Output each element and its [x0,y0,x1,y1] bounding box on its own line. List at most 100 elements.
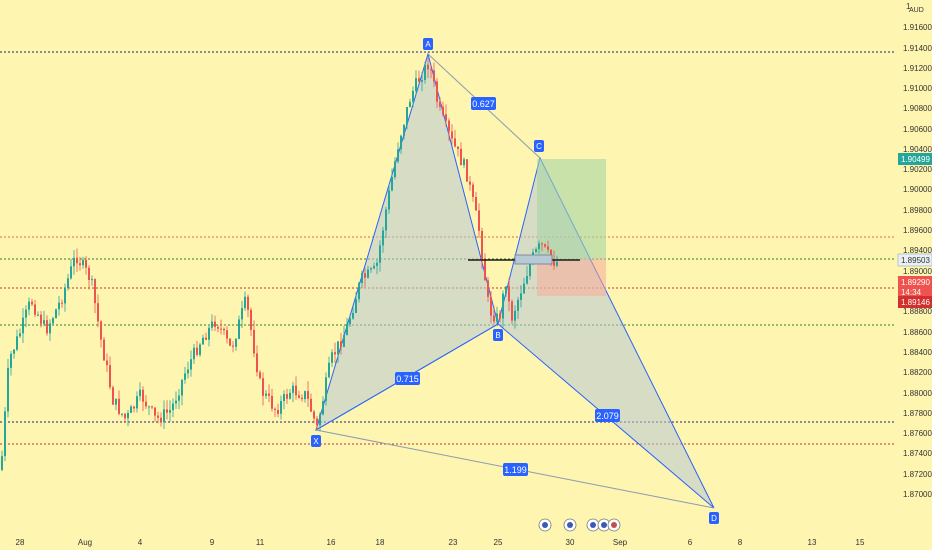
candle-body [43,320,45,324]
candle-body [415,78,417,91]
candle-body [283,394,285,402]
candle-body [223,328,225,331]
countdown-timer: 14:34 [901,288,922,297]
x-tick-label: Aug [78,538,92,547]
candle-body [361,273,363,284]
candle-body [61,302,63,304]
candle-body [220,328,222,330]
candle-body [478,210,480,231]
x-tick-label: 15 [856,538,865,547]
candle-body [553,260,555,266]
candle-body [343,334,345,347]
candle-body [208,327,210,340]
candle-body [337,341,339,355]
candle-body [151,406,153,408]
harmonic-pattern[interactable] [315,52,715,509]
y-tick-label: 1.91200 [903,64,932,73]
candle-body [199,344,201,355]
candle-body [250,309,252,330]
candle-body [400,135,402,150]
candlestick-series [1,57,558,472]
price-badge-current: 1.89503 [897,253,932,267]
y-tick-label: 1.89600 [903,226,932,235]
candle-body [229,338,231,346]
candle-body [520,293,522,300]
candle-body [184,373,186,380]
candle-body [472,184,474,197]
candle-body [544,244,546,247]
candle-body [235,338,237,347]
candle-body [286,394,288,399]
point-label-d: D [709,512,719,524]
candle-body [346,324,348,335]
x-tick-label: Sep [613,538,628,547]
x-tick-label: 9 [210,538,215,547]
candle-body [340,341,342,347]
point-label-b: B [493,329,503,341]
price-badge-upper: 1.90499 [898,153,932,165]
candle-body [280,401,282,414]
y-tick-label: 1.87400 [903,449,932,458]
candle-body [166,409,168,413]
candle-body [514,310,516,321]
candle-body [130,406,132,413]
candle-body [301,397,303,400]
candle-body [328,362,330,378]
candle-body [466,159,468,182]
y-tick-label: 1.88600 [903,328,932,337]
price-axis[interactable]: 1 AUD 1.91600 1.91400 1.91200 1.91000 1.9080… [903,2,932,499]
y-tick-label: 1.90200 [903,165,932,174]
y-tick-label: 1.90600 [903,125,932,134]
svg-text:0.627: 0.627 [472,99,495,109]
candle-body [4,411,6,457]
candle-body [322,401,324,415]
candle-body [397,149,399,162]
y-tick-label: 1.89000 [903,267,932,276]
candle-body [211,321,213,328]
candle-body [481,230,483,261]
candle-body [277,409,279,414]
candle-body [142,389,144,402]
candle-body [37,314,39,316]
candle-body [505,286,507,294]
x-tick-label: 16 [327,538,336,547]
candle-body [262,378,264,396]
long-position-tool[interactable] [537,159,606,296]
candle-body [187,369,189,374]
candle-body [82,260,84,266]
candle-body [394,161,396,178]
candle-body [469,181,471,185]
candle-body [31,301,33,305]
x-tick-label: 30 [566,538,575,547]
candle-body [88,267,90,280]
candle-body [511,301,513,321]
candle-body [436,81,438,102]
candle-body [403,124,405,136]
candle-body [523,283,525,294]
candle-body [376,262,378,266]
candle-body [334,352,336,355]
candle-body [244,296,246,309]
y-tick-label: 1.87800 [903,409,932,418]
candle-body [427,64,429,70]
candle-body [157,415,159,418]
svg-text:C: C [536,142,542,151]
y-tick-label: 1.88800 [903,307,932,316]
candle-body [34,304,36,315]
ratio-label-xba: 0.627 [471,97,496,110]
candle-body [424,64,426,80]
candle-body [460,148,462,166]
svg-text:X: X [313,437,319,446]
y-tick-label: 1.87200 [903,470,932,479]
candle-body [13,349,15,354]
candle-body [388,190,390,210]
candle-body [307,391,309,399]
event-icons[interactable] [538,518,621,532]
time-axis[interactable]: 28 Aug 4 9 11 16 18 23 25 30 Sep 6 8 13 15 [16,538,865,547]
x-tick-label: 6 [688,538,693,547]
candle-body [22,317,24,334]
candle-body [145,401,147,407]
candle-body [385,209,387,231]
candle-body [79,263,81,266]
